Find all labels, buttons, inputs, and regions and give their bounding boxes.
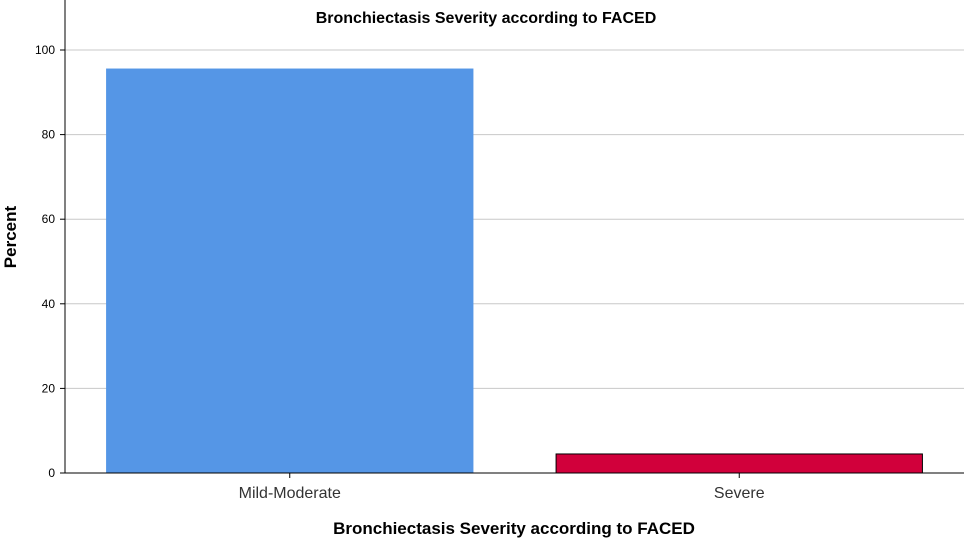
bar-severe (555, 453, 923, 474)
x-axis-label: Bronchiectasis Severity according to FAC… (333, 519, 695, 538)
y-tick-label: 20 (42, 381, 56, 395)
x-category-label: Severe (714, 485, 765, 502)
y-axis-ticks: 0 20 40 60 80 100 (35, 43, 65, 480)
bars (106, 68, 923, 474)
y-tick-label: 40 (42, 297, 56, 311)
y-tick-label: 80 (42, 128, 56, 142)
y-axis-label: Percent (1, 205, 20, 268)
y-tick-label: 100 (35, 43, 55, 57)
y-tick-label: 0 (48, 466, 55, 480)
x-category-label: Mild-Moderate (239, 485, 341, 502)
chart-title: Bronchiectasis Severity according to FAC… (316, 10, 657, 27)
x-axis-categories: Mild-Moderate Severe (239, 473, 765, 502)
y-tick-label: 60 (42, 212, 56, 226)
bar-mild-moderate (106, 68, 474, 474)
axes (64, 0, 964, 474)
